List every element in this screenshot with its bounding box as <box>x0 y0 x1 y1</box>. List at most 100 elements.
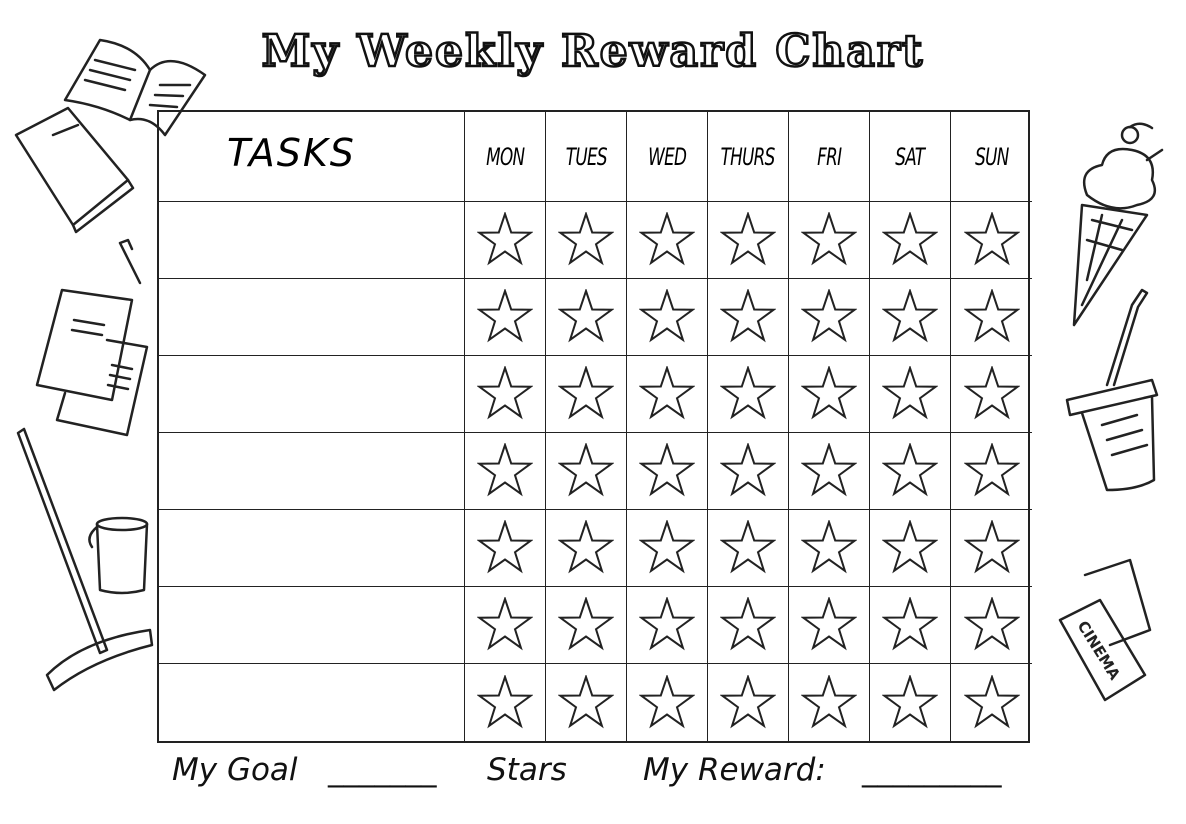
star-outline-icon <box>720 443 776 497</box>
star-outline-icon <box>477 597 533 651</box>
star-outline-icon <box>963 674 1020 728</box>
mop-icon <box>16 427 154 692</box>
star-outline-icon <box>558 212 614 266</box>
star-cell-fri[interactable] <box>789 510 870 587</box>
star-outline-icon <box>882 520 938 574</box>
day-label: TUES <box>565 142 607 171</box>
star-cell-tues[interactable] <box>546 587 627 664</box>
star-cell-fri[interactable] <box>789 279 870 356</box>
star-cell-tues[interactable] <box>546 279 627 356</box>
star-cell-sat[interactable] <box>870 664 951 741</box>
star-outline-icon <box>801 674 857 728</box>
star-cell-fri[interactable] <box>789 664 870 741</box>
star-cell-wed[interactable] <box>627 510 708 587</box>
task-cell[interactable] <box>159 279 465 356</box>
ice-cream-icon <box>1072 122 1164 327</box>
task-cell[interactable] <box>159 510 465 587</box>
star-cell-sat[interactable] <box>870 202 951 279</box>
star-cell-mon[interactable] <box>465 433 546 510</box>
star-cell-fri[interactable] <box>789 202 870 279</box>
open-book-icon <box>63 38 207 137</box>
star-cell-wed[interactable] <box>627 356 708 433</box>
star-outline-icon <box>720 289 776 343</box>
star-cell-wed[interactable] <box>627 279 708 356</box>
star-cell-sat[interactable] <box>870 356 951 433</box>
task-cell[interactable] <box>159 356 465 433</box>
star-cell-tues[interactable] <box>546 433 627 510</box>
star-outline-icon <box>801 520 857 574</box>
star-cell-wed[interactable] <box>627 202 708 279</box>
star-cell-tues[interactable] <box>546 664 627 741</box>
reward-blank[interactable]: _________ <box>862 752 1002 788</box>
task-cell[interactable] <box>159 202 465 279</box>
star-cell-sat[interactable] <box>870 587 951 664</box>
star-outline-icon <box>882 212 938 266</box>
day-header-tues: TUES <box>546 112 627 202</box>
star-cell-tues[interactable] <box>546 202 627 279</box>
star-cell-fri[interactable] <box>789 433 870 510</box>
star-outline-icon <box>558 520 614 574</box>
star-outline-icon <box>639 597 695 651</box>
star-outline-icon <box>963 597 1020 651</box>
star-outline-icon <box>720 520 776 574</box>
closed-book-icon <box>14 106 135 234</box>
star-cell-mon[interactable] <box>465 664 546 741</box>
star-cell-mon[interactable] <box>465 510 546 587</box>
task-cell[interactable] <box>159 664 465 741</box>
bucket-icon <box>88 516 149 595</box>
day-label: MON <box>485 142 525 171</box>
star-cell-thurs[interactable] <box>708 510 789 587</box>
star-outline-icon <box>477 674 533 728</box>
day-header-fri: FRI <box>789 112 870 202</box>
star-cell-wed[interactable] <box>627 664 708 741</box>
star-cell-sun[interactable] <box>951 279 1032 356</box>
star-cell-sun[interactable] <box>951 202 1032 279</box>
star-outline-icon <box>639 520 695 574</box>
star-cell-fri[interactable] <box>789 587 870 664</box>
star-outline-icon <box>477 289 533 343</box>
star-outline-icon <box>801 597 857 651</box>
star-cell-sun[interactable] <box>951 587 1032 664</box>
star-cell-fri[interactable] <box>789 356 870 433</box>
task-cell[interactable] <box>159 587 465 664</box>
star-cell-sun[interactable] <box>951 510 1032 587</box>
star-cell-sun[interactable] <box>951 664 1032 741</box>
reward-label: My Reward: <box>643 752 826 788</box>
star-outline-icon <box>720 597 776 651</box>
star-outline-icon <box>720 366 776 420</box>
star-cell-thurs[interactable] <box>708 664 789 741</box>
star-outline-icon <box>882 597 938 651</box>
star-cell-thurs[interactable] <box>708 202 789 279</box>
star-cell-tues[interactable] <box>546 356 627 433</box>
star-outline-icon <box>639 212 695 266</box>
reward-chart-table: TASKS MON TUES WED THURS FRI SAT SUN <box>157 110 1032 743</box>
star-cell-sun[interactable] <box>951 433 1032 510</box>
star-outline-icon <box>558 289 614 343</box>
star-cell-wed[interactable] <box>627 433 708 510</box>
star-cell-thurs[interactable] <box>708 356 789 433</box>
star-outline-icon <box>720 674 776 728</box>
star-cell-sun[interactable] <box>951 356 1032 433</box>
day-header-wed: WED <box>627 112 708 202</box>
star-cell-thurs[interactable] <box>708 279 789 356</box>
star-cell-mon[interactable] <box>465 202 546 279</box>
task-cell[interactable] <box>159 433 465 510</box>
day-label: FRI <box>816 142 842 171</box>
star-cell-mon[interactable] <box>465 587 546 664</box>
star-cell-sat[interactable] <box>870 433 951 510</box>
star-cell-sat[interactable] <box>870 510 951 587</box>
star-cell-sat[interactable] <box>870 279 951 356</box>
papers-icon <box>35 288 149 437</box>
tasks-header: TASKS <box>159 112 465 202</box>
star-cell-thurs[interactable] <box>708 433 789 510</box>
star-outline-icon <box>801 212 857 266</box>
star-cell-mon[interactable] <box>465 279 546 356</box>
day-label: SAT <box>895 142 925 171</box>
goal-blank[interactable]: _______ <box>328 752 437 788</box>
star-cell-tues[interactable] <box>546 510 627 587</box>
star-cell-thurs[interactable] <box>708 587 789 664</box>
star-cell-wed[interactable] <box>627 587 708 664</box>
star-cell-mon[interactable] <box>465 356 546 433</box>
star-outline-icon <box>882 289 938 343</box>
drink-cup-icon <box>1065 288 1159 492</box>
